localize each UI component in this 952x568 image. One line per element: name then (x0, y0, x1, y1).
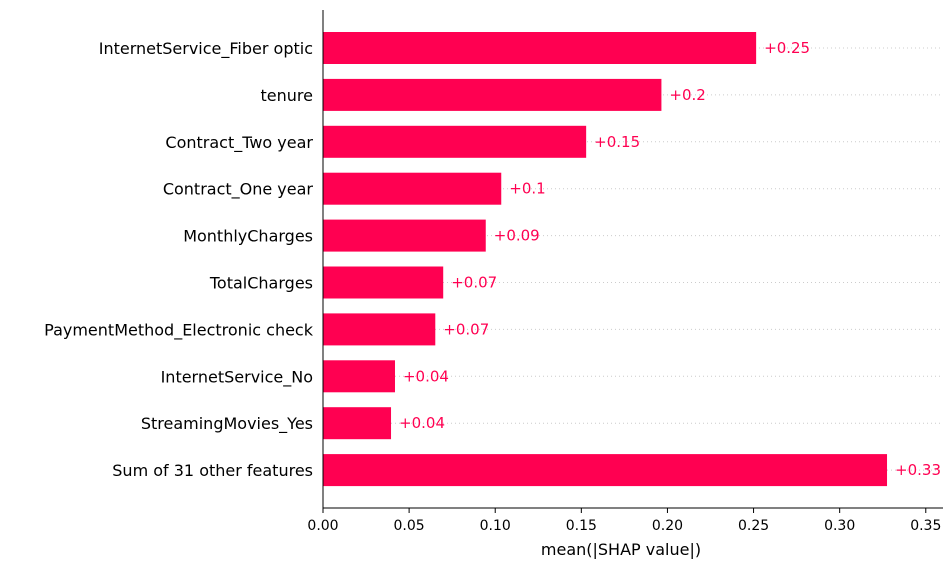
category-label: StreamingMovies_Yes (141, 414, 313, 434)
x-tick-label: 0.35 (910, 518, 941, 534)
category-label: InternetService_Fiber optic (99, 39, 313, 59)
category-label: Contract_Two year (165, 133, 313, 153)
bar (323, 407, 392, 440)
category-label: InternetService_No (161, 367, 313, 387)
category-label: Contract_One year (163, 180, 314, 200)
category-label: PaymentMethod_Electronic check (44, 320, 314, 340)
bar (323, 32, 757, 64)
x-tick-label: 0.30 (824, 518, 855, 534)
data-label: +0.04 (403, 367, 449, 385)
x-tick-label: 0.00 (307, 518, 338, 534)
x-ticks: 0.00 0.05 0.10 0.15 0.20 0.25 0.30 0.35 (307, 508, 941, 534)
guide-lines (323, 47, 943, 471)
bar (323, 454, 888, 487)
category-label: MonthlyCharges (183, 227, 313, 246)
data-label: +0.2 (669, 86, 705, 104)
category-labels: InternetService_Fiber optic tenure Contrac… (44, 39, 314, 480)
bar (323, 219, 486, 252)
x-axis-title: mean(|SHAP value|) (541, 540, 701, 559)
bar (323, 266, 444, 299)
data-label: +0.1 (509, 180, 545, 198)
x-tick-label: 0.15 (566, 518, 597, 534)
category-label: Sum of 31 other features (112, 461, 313, 480)
bar (323, 360, 395, 393)
bar (323, 313, 436, 346)
bar (323, 125, 587, 158)
bar (323, 78, 662, 111)
x-tick-label: 0.10 (480, 518, 511, 534)
data-label: +0.15 (594, 133, 640, 151)
data-label: +0.04 (399, 414, 445, 432)
data-label: +0.09 (494, 227, 540, 245)
category-label: TotalCharges (209, 274, 313, 293)
data-label: +0.25 (764, 39, 810, 57)
category-label: tenure (261, 86, 313, 105)
x-tick-label: 0.25 (738, 518, 769, 534)
x-tick-label: 0.05 (394, 518, 425, 534)
bars (323, 32, 888, 487)
data-labels: +0.25 +0.2 +0.15 +0.1 +0.09 +0.07 +0.07 +0.04 +0… (399, 39, 941, 479)
data-label: +0.07 (443, 320, 489, 338)
bar (323, 172, 502, 205)
data-label: +0.07 (451, 274, 497, 292)
data-label: +0.33 (895, 461, 941, 479)
x-tick-label: 0.20 (652, 518, 683, 534)
